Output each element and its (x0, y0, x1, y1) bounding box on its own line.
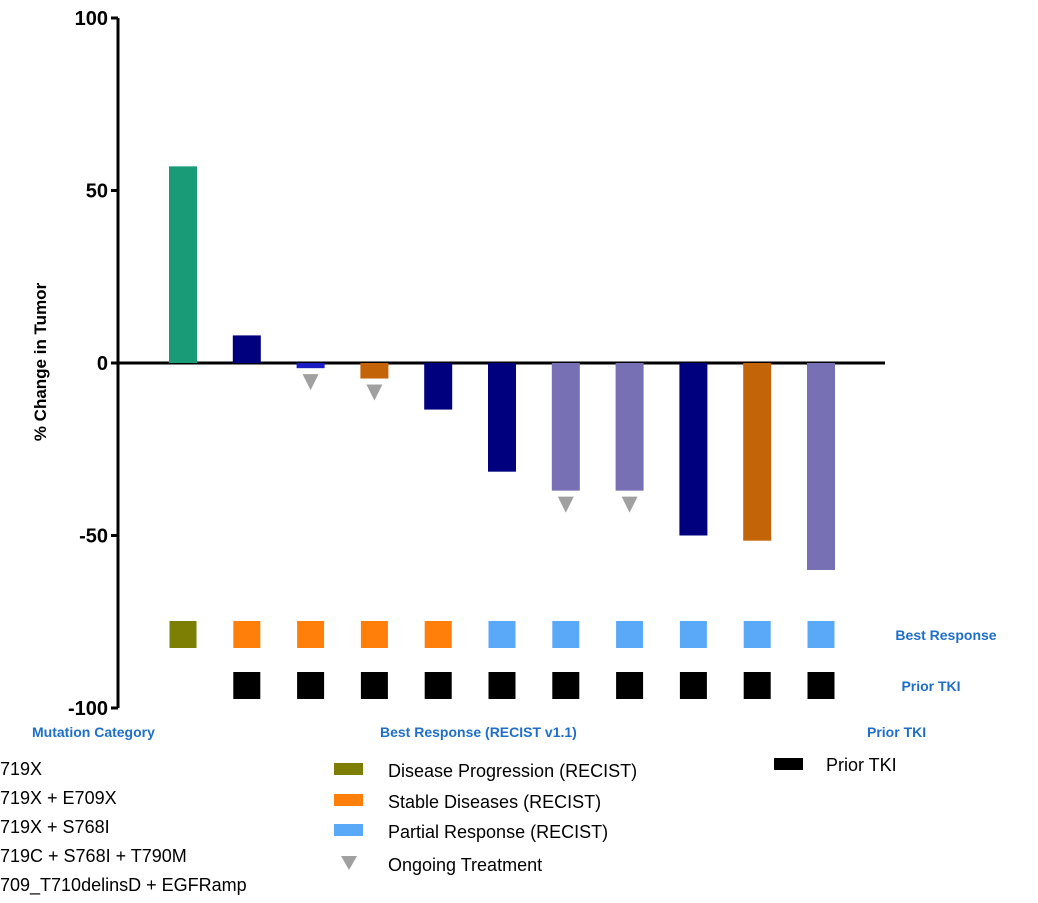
mutation-category-item: 719X + E709X (0, 788, 117, 808)
prior-tki-tile (807, 672, 835, 699)
legend-swatch (334, 794, 363, 806)
mutation-category-item: 719C + S768I + T790M (0, 846, 187, 866)
best-response-tile (807, 621, 835, 648)
prior-tki-tile (616, 672, 644, 699)
y-tick-label: 0 (97, 353, 108, 375)
prior-tki-tile (297, 672, 325, 699)
prior-tki-tile (679, 672, 707, 699)
best-response-tile (488, 621, 516, 648)
best-response-tile (552, 621, 580, 648)
bar (551, 363, 580, 491)
ongoing-treatment-marker (366, 384, 383, 401)
annotation-tiles: Best Response Prior TKI (169, 621, 997, 699)
bar (232, 335, 261, 363)
ongoing-treatment-marker (557, 496, 574, 513)
legend-swatch (774, 758, 803, 770)
legend-swatch (334, 824, 363, 836)
best-response-tile (360, 621, 388, 648)
ongoing-markers (302, 374, 638, 513)
best-response-tile (679, 621, 707, 648)
bar (169, 166, 197, 363)
mutation-category-item: 719X + S768I (0, 817, 110, 837)
legend-header-mutation-category: Mutation Category (32, 724, 155, 740)
best-response-tile (233, 621, 261, 648)
legend-header-best-response: Best Response (RECIST v1.1) (380, 724, 577, 740)
best-response-tile (743, 621, 771, 648)
prior-tki-tile (743, 672, 771, 699)
best-response-tile (424, 621, 452, 648)
bar (424, 363, 453, 410)
ongoing-treatment-marker (621, 496, 638, 513)
prior-tki-tile (424, 672, 452, 699)
legend-item-label: Prior TKI (826, 755, 897, 775)
bar (488, 363, 516, 472)
bar (296, 363, 325, 369)
legend-item-label: Ongoing Treatment (388, 855, 542, 875)
prior-tki-tile (233, 672, 261, 699)
ongoing-treatment-legend-icon (341, 856, 357, 870)
legend-item-label: Stable Diseases (RECIST) (388, 792, 601, 812)
y-tick-label: 50 (86, 181, 108, 203)
ongoing-treatment-marker (302, 374, 319, 391)
bar (743, 363, 772, 541)
best-response-row-label: Best Response (895, 627, 996, 643)
legend-item-label: Partial Response (RECIST) (388, 822, 608, 842)
y-tick-label: -50 (79, 526, 108, 548)
prior-tki-tile (552, 672, 580, 699)
mutation-category-item: 719X (0, 759, 42, 779)
best-response-tile (169, 621, 197, 648)
bar (807, 363, 835, 570)
bar (679, 363, 708, 536)
best-response-tile (297, 621, 325, 648)
bar (360, 363, 389, 379)
y-tick-label: 100 (75, 8, 108, 30)
bars (169, 166, 835, 570)
prior-tki-tile (360, 672, 388, 699)
best-response-tile (616, 621, 644, 648)
legend-header-prior-tki: Prior TKI (867, 724, 926, 740)
y-axis-title: % Change in Tumor (31, 282, 50, 441)
prior-tki-row-label: Prior TKI (901, 678, 960, 694)
mutation-category-item: 709_T710delinsD + EGFRamp (0, 875, 247, 896)
prior-tki-tile (488, 672, 516, 699)
legend-item-label: Disease Progression (RECIST) (388, 761, 637, 781)
legend: Mutation Category Best Response (RECIST v… (0, 724, 926, 896)
legend-swatch (334, 763, 363, 775)
y-tick-label: -100 (68, 698, 108, 720)
bar (615, 363, 644, 491)
